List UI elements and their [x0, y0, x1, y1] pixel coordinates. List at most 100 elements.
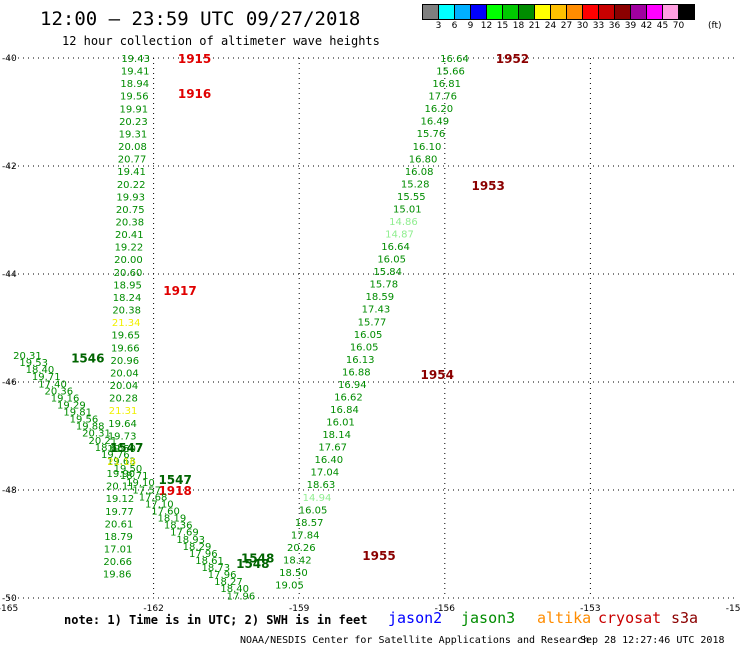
swh-value: 20.38 [115, 218, 144, 229]
legend-color-boxes [422, 4, 740, 20]
legend-box [630, 4, 647, 20]
swh-value: 18.61 [195, 556, 224, 567]
swh-value: 15.77 [358, 317, 387, 328]
swh-value: 19.22 [115, 243, 144, 254]
swh-value: 17.76 [428, 92, 457, 103]
swh-value: 15.28 [401, 179, 430, 190]
swh-value: 16.62 [334, 392, 363, 403]
legend-box [534, 4, 551, 20]
y-tick-label: -40 [2, 54, 17, 64]
swh-value: 15.66 [436, 67, 465, 78]
swh-value: 16.64 [440, 54, 469, 65]
swh-value: 19.31 [119, 129, 148, 140]
swh-value: 19.50 [114, 464, 143, 475]
legend-unit: (ft) [708, 21, 722, 31]
legend-label: 9 [467, 21, 474, 31]
swh-value: 20.77 [118, 155, 147, 166]
swh-value: 17.96 [227, 591, 256, 602]
swh-value: 16.05 [354, 330, 383, 341]
swh-value: 16.20 [424, 104, 453, 115]
legend-box [502, 4, 519, 20]
x-tick-label: -165 [0, 604, 18, 614]
swh-value: 20.23 [119, 117, 148, 128]
swh-value: 21.31 [109, 406, 138, 417]
swh-value: 20.22 [117, 180, 146, 191]
legend-box [422, 4, 439, 20]
footer-note: note: 1) Time is in UTC; 2) SWH is in fe… [64, 613, 368, 627]
pass-time-label: 1918 [158, 484, 191, 498]
swh-value: 20.96 [111, 356, 140, 367]
swh-value: 19.65 [111, 331, 140, 342]
swh-value: 18.95 [113, 280, 142, 291]
swh-value: 14.86 [389, 217, 418, 228]
swh-value: 16.08 [405, 167, 434, 178]
pass-time-label: 1548 [241, 552, 274, 566]
swh-value: 16.01 [326, 418, 355, 429]
x-tick-label: -150 [726, 604, 740, 614]
swh-value: 21.34 [112, 318, 141, 329]
swh-value: 18.24 [113, 293, 142, 304]
legend-box [662, 4, 679, 20]
swh-value: 15.01 [393, 204, 422, 215]
swh-value: 18.59 [366, 292, 395, 303]
swh-value: 16.05 [377, 255, 406, 266]
swh-value: 16.84 [330, 405, 359, 416]
y-tick-label: -42 [2, 162, 17, 172]
y-tick-label: -48 [2, 486, 17, 496]
swh-value: 19.43 [121, 54, 150, 65]
swh-value: 19.41 [117, 167, 146, 178]
pass-time-label: 1952 [496, 52, 529, 66]
legend-label: 70 [672, 21, 685, 31]
swh-value: 20.00 [114, 255, 143, 266]
swh-value: 18.94 [120, 79, 149, 90]
legend-label: 45 [656, 21, 669, 31]
swh-value: 16.40 [314, 455, 343, 466]
swh-value: 19.10 [126, 478, 155, 489]
wave-height-legend: 3 6 9 12 15 18 21 24 27 30 33 36 39 42 45 70 (ft) [422, 4, 740, 32]
legend-label: 42 [640, 21, 653, 31]
swh-value: 18.79 [104, 532, 133, 543]
legend-label: 12 [480, 21, 493, 31]
legend-box [550, 4, 567, 20]
swh-value: 20.26 [287, 543, 316, 554]
swh-value: 18.40 [26, 365, 55, 376]
swh-value: 19.63 [107, 456, 136, 467]
legend-box [486, 4, 503, 20]
swh-value: 19.12 [106, 494, 135, 505]
swh-value: 19.71 [32, 372, 61, 383]
legend-box [614, 4, 631, 20]
swh-value: 19.76 [101, 450, 130, 461]
swh-value: 17.01 [104, 545, 133, 556]
swh-value: 17.60 [151, 506, 180, 517]
sat-altika: altika [537, 609, 592, 627]
swh-value: 17.68 [139, 492, 168, 503]
page-subtitle: 12 hour collection of altimeter wave hei… [62, 34, 380, 48]
swh-value: 19.88 [76, 422, 105, 433]
swh-value: 19.50 [107, 444, 136, 455]
swh-value: 18.29 [183, 542, 212, 553]
swh-value: 18.68 [95, 443, 124, 454]
legend-label: 30 [576, 21, 589, 31]
swh-value: 19.53 [19, 358, 48, 369]
sat-jason2: jason2 [388, 609, 443, 627]
swh-value: 16.49 [421, 117, 450, 128]
pass-time-label: 1955 [362, 549, 395, 563]
swh-value: 20.75 [116, 205, 145, 216]
credit-text: NOAA/NESDIS Center for Satellite Applica… [240, 635, 590, 646]
legend-labels: 3 6 9 12 15 18 21 24 27 30 33 36 39 42 45 70 [422, 20, 740, 32]
swh-value: 20.04 [110, 381, 139, 392]
legend-box [470, 4, 487, 20]
x-tick-label: -156 [435, 604, 456, 614]
swh-value: 17.10 [145, 499, 174, 510]
legend-label: 18 [512, 21, 525, 31]
x-tick-label: -162 [143, 604, 163, 614]
swh-value: 20.61 [105, 519, 134, 530]
pass-time-label: 1915 [178, 52, 211, 66]
swh-value: 16.81 [432, 79, 461, 90]
swh-value: 15.78 [369, 280, 398, 291]
swh-value: 18.40 [220, 584, 249, 595]
legend-box [454, 4, 471, 20]
timestamp-text: Sep 28 12:27:46 UTC 2018 [580, 635, 725, 646]
swh-value: 20.31 [13, 351, 42, 362]
